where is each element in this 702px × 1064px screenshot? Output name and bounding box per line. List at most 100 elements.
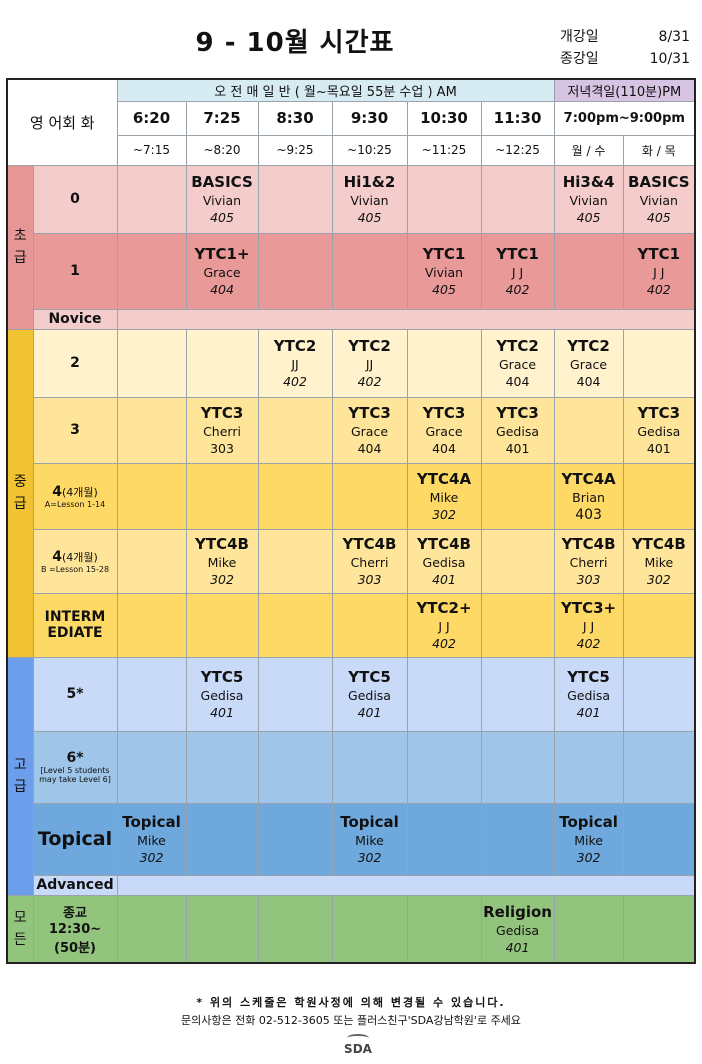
room-number: 302 (576, 850, 601, 865)
time-slot-header: 8:30 (257, 100, 333, 136)
teacher-name: Gedisa (496, 922, 540, 938)
empty-cell (116, 164, 187, 234)
class-name: YTC1 (422, 245, 466, 263)
class-name: BASICS (628, 173, 690, 191)
teacher-name: Mike (644, 555, 674, 570)
empty-cell (480, 656, 555, 732)
level-group-text: 중 급 (13, 474, 27, 512)
empty-cell (406, 164, 482, 234)
empty-cell (257, 462, 333, 530)
class-cell: YTC5 Gedisa 401 (553, 656, 624, 732)
class-cell: YTC3 Gedisa 401 (622, 396, 696, 464)
empty-cell (116, 656, 187, 732)
level-label: Topical (37, 828, 113, 850)
room-number: 405 (432, 282, 456, 297)
class-cell: BASICS Vivian 405 (622, 164, 696, 234)
room-number: 405 (646, 210, 671, 225)
level-label: INTERM EDIATE (44, 609, 106, 641)
level-note: B =Lesson 15-28 (40, 564, 110, 574)
empty-cell (116, 396, 187, 464)
room-number: 401 (432, 572, 456, 587)
teacher-name: Grace (350, 424, 389, 439)
teacher-name: Mike (137, 833, 166, 848)
level-label: Advanced (36, 877, 114, 893)
room-number: 401 (646, 441, 671, 456)
room-number: 303 (576, 572, 601, 587)
empty-cell (480, 164, 555, 234)
empty-cell (257, 656, 333, 732)
empty-cell (622, 802, 696, 876)
class-cell: YTC2 Grace 404 (553, 328, 624, 398)
class-name: YTC4B (417, 535, 471, 553)
class-cell: YTC3 Gedisa 401 (480, 396, 555, 464)
class-name: YTC2 (273, 337, 317, 355)
schedule-notice: * 위의 스케줄은 학원사정에 의해 변경될 수 있습니다. (196, 996, 506, 1009)
teacher-name: J J (438, 619, 450, 634)
teacher-name: Mike (429, 490, 459, 505)
empty-cell (116, 894, 187, 964)
sda-logo: SDA (340, 1034, 376, 1056)
class-name: YTC2+ (416, 599, 472, 617)
level-label-cell: 2 (32, 328, 118, 398)
level-label: 3 (70, 422, 80, 438)
empty-cell (622, 656, 696, 732)
empty-cell (553, 232, 624, 310)
empty-cell (331, 894, 408, 964)
level-group-label: 초 급 (6, 164, 34, 330)
level-label-cell: 4(4개월) A=Lesson 1-14 (32, 462, 118, 530)
level-label: 6* (66, 750, 84, 766)
class-name: YTC3 (637, 404, 681, 422)
teacher-name: J J (582, 619, 595, 634)
level-label: 2 (70, 355, 80, 371)
class-name: YTC3 (496, 404, 539, 422)
empty-cell (406, 894, 482, 964)
time-slot-end: ~11:25 (406, 134, 482, 166)
room-number: 401 (357, 705, 382, 720)
teacher-name: Grace (499, 357, 537, 372)
room-number: 303 (210, 441, 234, 456)
room-number: 302 (139, 850, 164, 865)
empty-cell (553, 894, 624, 964)
empty-cell (116, 528, 187, 594)
level-label-cell: Topical (32, 802, 118, 876)
class-name: YTC3 (422, 404, 466, 422)
room-number: 405 (210, 210, 234, 225)
empty-cell (257, 164, 333, 234)
empty-cell (622, 462, 696, 530)
class-cell: YTC2 JJ 402 (331, 328, 408, 398)
teacher-name: Gedisa (567, 688, 611, 703)
level-label-cell: INTERM EDIATE (32, 592, 118, 658)
class-cell: Hi1&2 Vivian 405 (331, 164, 408, 234)
class-cell: YTC2+ J J 402 (406, 592, 482, 658)
time-slot-end: 화 / 목 (622, 134, 696, 166)
empty-cell (480, 802, 555, 876)
teacher-name: Vivian (202, 193, 242, 208)
teacher-name: Mike (207, 555, 237, 570)
logo-text: SDA (344, 1042, 372, 1056)
level-label-cell: 6* [Level 5 students may take Level 6] (32, 730, 118, 804)
class-name: YTC4A (561, 469, 616, 488)
start-value: 8/31 (658, 29, 690, 45)
level-label-cell: 종교 12:30~ (50분) (32, 894, 118, 964)
room-number: 402 (646, 282, 671, 297)
class-name: YTC2 (567, 337, 610, 355)
room-number: 404 (210, 282, 234, 297)
class-name: YTC2 (496, 337, 539, 355)
am-banner: 오 전 매 일 반 ( 월~목요일 55분 수업 ) AM (116, 78, 555, 102)
class-name: BASICS (191, 173, 253, 191)
teacher-name: Vivian (569, 193, 608, 208)
room-number: 404 (357, 441, 382, 456)
class-name: YTC4B (342, 535, 397, 553)
class-cell: YTC2 Grace 404 (480, 328, 555, 398)
empty-cell (116, 730, 187, 804)
class-name: Topical (122, 813, 181, 831)
class-name: Hi1&2 (343, 173, 396, 191)
teacher-name: Mike (574, 833, 603, 848)
class-cell: YTC4B Gedisa 401 (406, 528, 482, 594)
room-number: 402 (505, 282, 530, 297)
empty-cell (257, 894, 333, 964)
time-slot-header: 6:20 (116, 100, 187, 136)
level-group-label: 모 든 (6, 894, 34, 964)
end-value: 10/31 (649, 51, 690, 67)
time-slot-end: ~10:25 (331, 134, 408, 166)
